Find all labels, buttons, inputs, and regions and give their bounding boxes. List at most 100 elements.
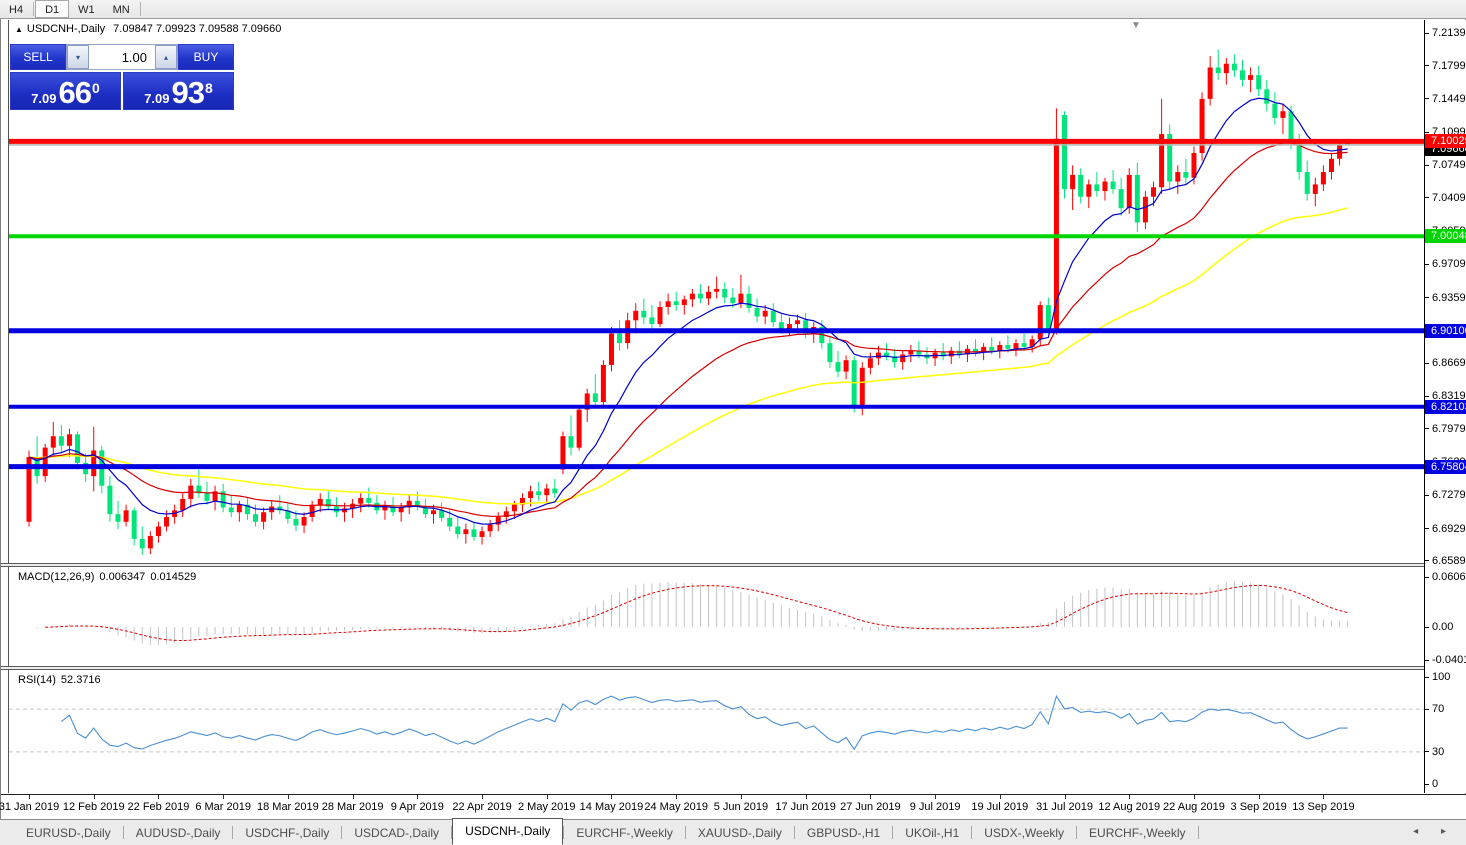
axis-tick-label: -0.040152	[1432, 654, 1466, 667]
date-tick-label: 19 Jul 2019	[971, 801, 1029, 813]
ma-yellow-line	[28, 207, 1348, 505]
date-axis[interactable]: 31 Jan 2019 12 Feb 2019 22 Feb 2019 6 Mar 2…	[0, 794, 1466, 819]
date-tick-label: 6 Mar 2019	[195, 801, 251, 813]
date-tick-label: 5 Jun 2019	[713, 801, 769, 813]
toolbar-separator	[33, 2, 35, 16]
date-tick-label: 3 Sep 2019	[1230, 801, 1287, 813]
chart-tab-audusd-daily[interactable]: AUDUSD-,Daily	[135, 825, 221, 840]
chart-title: ▲ USDCNH-,Daily 7.09847 7.09923 7.09588 7.…	[15, 23, 281, 35]
date-tick-label: 18 Mar 2019	[256, 801, 319, 813]
buy-price-prefix: 7.09	[144, 91, 170, 106]
axis-tick-label: 6.93590	[1432, 291, 1466, 304]
date-tick-label: 13 Sep 2019	[1292, 801, 1355, 813]
tab-separator	[122, 826, 124, 839]
date-tick	[417, 795, 419, 799]
chart-tab-bar: EURUSD-,Daily AUDUSD-,Daily USDCHF-,Daily U…	[0, 818, 1466, 845]
timeframe-button-h4[interactable]: H4	[9, 4, 24, 16]
volume-increase-button[interactable]: ▴	[155, 45, 177, 69]
tab-separator	[341, 826, 343, 839]
buy-button[interactable]: BUY	[178, 44, 234, 70]
rsi-indicator-pane[interactable]: RSI(14) 52.3716	[8, 670, 1424, 793]
timeframe-button-w1[interactable]: W1	[78, 4, 95, 16]
ma-blue-line	[28, 97, 1348, 525]
volume-spinner: ▾ 1.00 ▴	[66, 44, 178, 70]
chart-tab-eurchf-weekly[interactable]: EURCHF-,Weekly	[576, 825, 673, 840]
volume-decrease-button[interactable]: ▾	[67, 45, 89, 69]
chart-tab-ukoil-h1[interactable]: UKOil-,H1	[905, 825, 960, 840]
chart-tab-usdcnh-daily[interactable]: USDCNH-,Daily	[452, 818, 564, 845]
macd-signal-line	[45, 584, 1348, 642]
timeframe-button-mn[interactable]: MN	[112, 4, 130, 16]
volume-input[interactable]: 1.00	[89, 45, 155, 69]
axis-tick	[1425, 626, 1429, 628]
date-tick-label: 12 Aug 2019	[1098, 801, 1161, 813]
date-tick	[1129, 795, 1131, 799]
axis-tick	[1425, 297, 1429, 299]
date-tick-label: 28 Mar 2019	[321, 801, 384, 813]
axis-tick	[1425, 676, 1429, 678]
date-tick	[870, 795, 872, 799]
axis-tick	[1425, 131, 1429, 133]
axis-tick	[1425, 164, 1429, 166]
triangle-down-icon: ▾	[75, 52, 80, 62]
sell-price-prefix: 7.09	[31, 91, 57, 106]
chart-tab-usdx-weekly[interactable]: USDX-,Weekly	[984, 825, 1065, 840]
axis-tick	[1425, 65, 1429, 67]
date-tick	[223, 795, 225, 799]
chart-tab-usdchf-daily[interactable]: USDCHF-,Daily	[245, 825, 330, 840]
date-tick	[1064, 795, 1066, 799]
axis-tick	[1425, 560, 1429, 562]
axis-tick	[1425, 428, 1429, 430]
date-tick-label: 22 Apr 2019	[452, 801, 512, 813]
rsi-value: 52.3716	[60, 674, 101, 686]
date-tick	[1193, 795, 1195, 799]
date-tick-label: 27 Jun 2019	[840, 801, 901, 813]
rsi-line	[61, 694, 1348, 751]
level-price-tag: 6.82103	[1425, 399, 1466, 414]
date-tick	[611, 795, 613, 799]
macd-label: MACD(12,26,9) 0.006347 0.014529	[18, 571, 201, 583]
chart-tab-eurusd-daily[interactable]: EURUSD-,Daily	[26, 825, 111, 840]
axis-tick-label: 7.21390	[1432, 27, 1466, 40]
sell-price-big: 66	[58, 75, 92, 110]
date-tick	[935, 795, 937, 799]
main-chart-pane[interactable]: ▲ USDCNH-,Daily 7.09847 7.09923 7.09588 7.…	[8, 20, 1424, 563]
date-tick	[93, 795, 95, 799]
chart-tab-eurchf-weekly[interactable]: EURCHF-,Weekly	[1089, 825, 1186, 840]
macd-name: MACD(12,26,9)	[18, 571, 95, 583]
date-tick	[29, 795, 30, 799]
tab-scroll-arrows[interactable]: ◂ ▸	[1413, 826, 1456, 837]
tab-separator	[451, 826, 453, 839]
chart-tab-usdcad-daily[interactable]: USDCAD-,Daily	[354, 825, 440, 840]
date-tick	[1323, 795, 1325, 799]
tab-separator	[563, 826, 565, 839]
axis-tick	[1425, 576, 1429, 578]
price-scale-axis[interactable]: 7.213907.179907.144907.109907.074907.040…	[1424, 20, 1466, 793]
axis-tick	[1425, 708, 1429, 710]
pane-splitter[interactable]	[1, 666, 1466, 670]
date-tick-label: 14 May 2019	[579, 801, 644, 813]
macd-indicator-pane[interactable]: MACD(12,26,9) 0.006347 0.014529	[8, 567, 1424, 666]
macd-signal-value: 0.014529	[150, 571, 197, 583]
date-tick	[740, 795, 742, 799]
sell-price-display[interactable]: 7.09 66 0	[10, 72, 121, 110]
axis-tick	[1425, 494, 1429, 496]
tab-separator	[1076, 826, 1078, 839]
tab-separator	[684, 826, 686, 839]
collapse-icon[interactable]: ▲	[15, 25, 23, 34]
axis-tick	[1425, 263, 1429, 265]
buy-price-display[interactable]: 7.09 93 8	[123, 72, 234, 110]
tab-separator	[892, 826, 894, 839]
sell-button[interactable]: SELL	[10, 44, 66, 70]
chart-tab-xauusd-daily[interactable]: XAUUSD-,Daily	[697, 825, 782, 840]
axis-tick-label: 7.14490	[1432, 92, 1466, 105]
chart-tab-gbpusd-h1[interactable]: GBPUSD-,H1	[806, 825, 881, 840]
axis-tick	[1425, 751, 1429, 753]
timeframe-button-d1[interactable]: D1	[35, 0, 70, 18]
date-tick	[546, 795, 548, 799]
one-click-trading-panel: SELL ▾ 1.00 ▴ BUY 7.09 66 0 7.09 93 8	[10, 44, 234, 110]
axis-tick-label: 6.69290	[1432, 522, 1466, 535]
pane-splitter[interactable]	[1, 563, 1466, 567]
axis-tick-label: 6.83190	[1432, 390, 1466, 403]
